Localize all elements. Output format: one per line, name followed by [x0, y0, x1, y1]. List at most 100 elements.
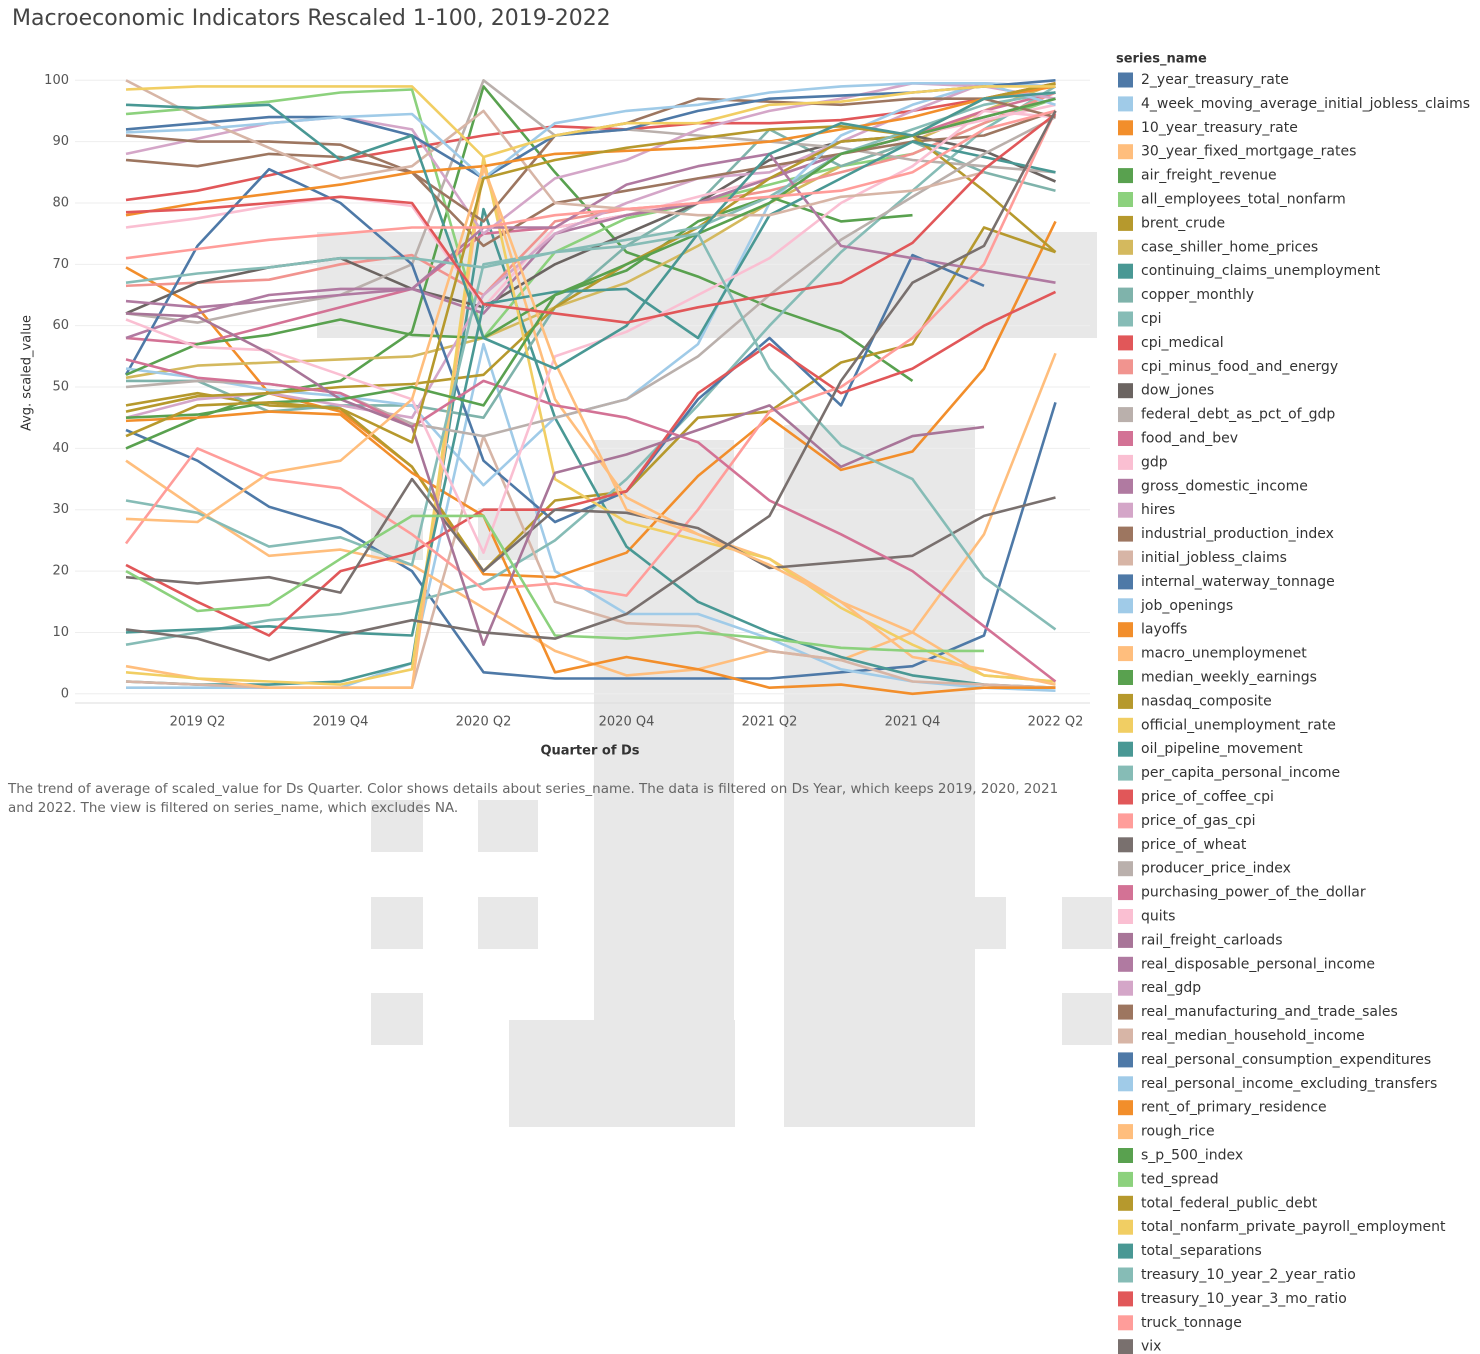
series-line	[125, 79, 985, 217]
series-line	[125, 207, 1056, 689]
legend-swatch	[1118, 311, 1133, 327]
legend-swatch	[1118, 765, 1133, 781]
legend-label: internal_waterway_tonnage	[1141, 574, 1335, 590]
legend-swatch	[1118, 239, 1133, 255]
legend-label: continuing_claims_unemployment	[1141, 263, 1381, 279]
series-line	[125, 410, 1056, 696]
series-line	[125, 110, 1057, 662]
legend-label: quits	[1141, 909, 1175, 925]
legend-label: real_personal_consumption_expenditures	[1141, 1052, 1431, 1068]
legend-label: price_of_wheat	[1141, 837, 1247, 853]
legend-swatch	[1118, 1195, 1133, 1211]
legend-swatch	[1118, 1267, 1133, 1283]
legend-swatch	[1118, 263, 1133, 279]
legend-swatch	[1118, 168, 1133, 184]
legend-swatch	[1118, 1052, 1133, 1068]
y-tick-label: 90	[52, 134, 69, 149]
watermark	[317, 232, 1112, 1127]
series-line	[124, 110, 1057, 597]
y-tick-label: 60	[52, 318, 69, 333]
legend-label: copper_monthly	[1141, 287, 1254, 303]
series-line	[125, 85, 1056, 217]
legend-swatch	[1118, 956, 1133, 972]
y-axis-title: Avg. scaled_value	[20, 315, 35, 431]
legend-label: treasury_10_year_3_mo_ratio	[1141, 1291, 1347, 1307]
legend-label: producer_price_index	[1141, 861, 1291, 877]
legend-label: all_employees_total_nonfarm	[1141, 192, 1346, 208]
legend-label: total_federal_public_debt	[1141, 1195, 1318, 1211]
legend-label: 30_year_fixed_mortgage_rates	[1141, 144, 1356, 160]
lines	[124, 79, 1057, 696]
y-tick-label: 30	[52, 502, 69, 517]
x-tick-label: 2022 Q2	[1028, 715, 1084, 730]
legend-label: 4_week_moving_average_initial_jobless_cl…	[1141, 96, 1470, 112]
legend-swatch	[1118, 1148, 1133, 1163]
legend-swatch	[1118, 1100, 1133, 1116]
legend-label: real_personal_income_excluding_transfers	[1141, 1076, 1437, 1092]
legend-label: rent_of_primary_residence	[1141, 1100, 1327, 1116]
series-line	[125, 82, 1056, 419]
y-tick-label: 70	[52, 257, 69, 272]
legend-swatch	[1118, 1171, 1133, 1187]
legend-label: total_nonfarm_private_payroll_employment	[1141, 1219, 1446, 1235]
legend-swatch	[1118, 287, 1133, 303]
legend-swatch	[1118, 1124, 1133, 1140]
legend-swatch	[1118, 909, 1133, 924]
legend-label: real_manufacturing_and_trade_sales	[1141, 1004, 1398, 1020]
series-line	[125, 232, 1057, 631]
legend-label: cpi_medical	[1141, 335, 1224, 351]
series-line	[125, 134, 1057, 413]
legend-label: food_and_bev	[1141, 431, 1238, 447]
legend-label: s_p_500_index	[1141, 1148, 1243, 1164]
legend-swatch	[1118, 670, 1133, 685]
x-tick-label: 2020 Q2	[456, 715, 512, 730]
legend-swatch	[1118, 1004, 1133, 1020]
y-tick-label: 80	[52, 195, 69, 210]
series-line	[125, 164, 1056, 686]
legend-label: cpi	[1141, 311, 1161, 327]
legend-swatch	[1118, 335, 1133, 351]
legend-label: case_shiller_home_prices	[1141, 239, 1318, 255]
legend-label: real_disposable_personal_income	[1141, 956, 1375, 972]
legend-swatch	[1118, 215, 1133, 231]
legend-swatch	[1118, 646, 1133, 662]
legend-label: layoffs	[1141, 622, 1187, 638]
y-tick-label: 0	[61, 686, 69, 701]
series-line	[125, 290, 1057, 637]
legend-label: ted_spread	[1141, 1171, 1219, 1187]
legend-swatch	[1118, 359, 1133, 375]
chart-title: Macroeconomic Indicators Rescaled 1-100,…	[12, 6, 611, 31]
legend-swatch	[1118, 741, 1133, 757]
series-line	[125, 358, 1057, 683]
series-line	[125, 140, 1056, 637]
legend-label: job_openings	[1140, 598, 1233, 614]
legend-swatch	[1118, 598, 1133, 614]
legend-label: truck_tonnage	[1141, 1315, 1242, 1331]
legend-label: brent_crude	[1141, 215, 1225, 231]
legend-swatch	[1118, 1315, 1133, 1331]
series-line	[125, 312, 985, 646]
legend-label: rail_freight_carloads	[1141, 932, 1283, 948]
legend-label: industrial_production_index	[1141, 526, 1334, 542]
legend-label: real_gdp	[1141, 980, 1201, 996]
series-line	[125, 85, 1057, 646]
legend-label: initial_jobless_claims	[1141, 550, 1287, 566]
legend-swatch	[1118, 837, 1133, 853]
legend-swatch	[1118, 144, 1133, 160]
x-tick-label: 2019 Q2	[170, 715, 226, 730]
legend-label: dow_jones	[1141, 383, 1214, 399]
legend-swatch	[1118, 454, 1133, 470]
legend-swatch	[1118, 861, 1133, 877]
series-line	[126, 128, 1056, 419]
legend-swatch	[1118, 407, 1133, 423]
legend-swatch	[1118, 1339, 1133, 1354]
legend-label: price_of_coffee_cpi	[1141, 789, 1274, 805]
legend-label: cpi_minus_food_and_energy	[1141, 359, 1338, 375]
series-line	[125, 109, 1056, 248]
legend-swatch	[1118, 431, 1133, 446]
legend-label: 2_year_treasury_rate	[1141, 72, 1289, 88]
caption: The trend of average of scaled_value for…	[8, 781, 1059, 816]
legend-label: real_median_household_income	[1141, 1028, 1365, 1044]
legend-swatch	[1118, 120, 1133, 136]
